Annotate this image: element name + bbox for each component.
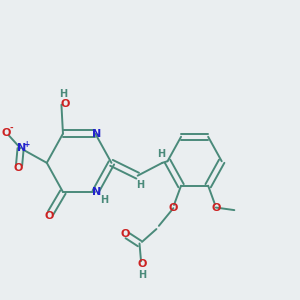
Text: O: O [44,211,54,221]
Text: H: H [59,89,67,99]
Text: O: O [169,203,178,213]
Text: -: - [10,124,13,133]
Text: O: O [14,163,23,173]
Text: N: N [92,187,101,197]
Text: O: O [1,128,10,138]
Text: H: H [138,270,146,280]
Text: +: + [23,140,29,149]
Text: O: O [120,229,129,239]
Text: N: N [17,143,26,153]
Text: O: O [211,202,220,212]
Text: N: N [92,129,101,139]
Text: H: H [157,149,165,159]
Text: O: O [137,260,147,269]
Text: O: O [60,99,70,110]
Text: H: H [136,180,144,190]
Text: H: H [100,195,108,205]
